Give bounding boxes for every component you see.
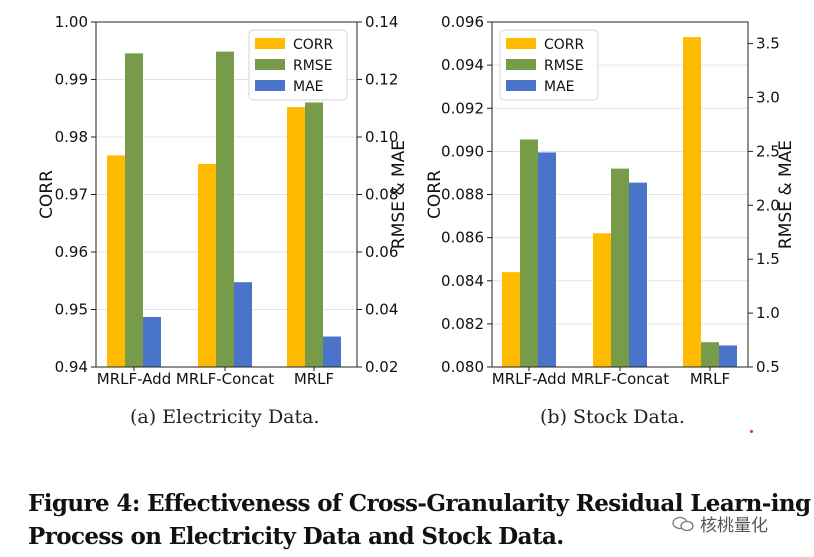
legend-label: CORR xyxy=(293,37,334,53)
y2-axis-label: RMSE & MAE xyxy=(389,140,409,249)
bar-mae xyxy=(234,282,252,367)
y2-tick-label: 0.02 xyxy=(365,358,398,376)
y2-tick-label: 0.06 xyxy=(365,243,398,261)
y-tick-label: 0.96 xyxy=(55,243,88,261)
y2-tick-label: 1.5 xyxy=(756,250,780,268)
y2-tick-label: 3.0 xyxy=(756,88,780,106)
y2-tick-label: 2.5 xyxy=(756,142,780,160)
plot-frame xyxy=(95,21,358,368)
bar-corr xyxy=(683,37,701,367)
y-tick-label: 0.080 xyxy=(441,358,484,376)
y2-tick-label: 0.14 xyxy=(365,13,398,31)
legend-swatch-rmse xyxy=(255,59,285,70)
bar-rmse xyxy=(520,139,538,367)
legend-swatch-corr xyxy=(255,38,285,49)
legend-swatch-corr xyxy=(506,38,536,49)
y-tick-label: 0.094 xyxy=(441,56,484,74)
legend-swatch-rmse xyxy=(506,59,536,70)
figure-caption: Figure 4: Effectiveness of Cross-Granula… xyxy=(28,490,811,550)
legend-swatch-mae xyxy=(506,80,536,91)
wechat-icon xyxy=(672,516,694,531)
bar-mae xyxy=(538,152,556,367)
y-tick-label: 0.092 xyxy=(441,99,484,117)
x-tick-label: MRLF-Concat xyxy=(176,370,274,388)
y-tick-label: 0.090 xyxy=(441,142,484,160)
y2-tick-label: 0.5 xyxy=(756,358,780,376)
y2-tick-label: 0.12 xyxy=(365,71,398,89)
bar-rmse xyxy=(701,342,719,367)
y-tick-label: 0.088 xyxy=(441,186,484,204)
legend-label: CORR xyxy=(544,37,585,53)
legend-swatch-mae xyxy=(255,80,285,91)
y-tick-label: 0.94 xyxy=(55,358,88,376)
legend-label: RMSE xyxy=(293,58,333,74)
x-tick-label: MRLF-Add xyxy=(492,370,566,388)
charts-canvas: 0.94 0.95 0.96 0.97 0.98 0.99 1.00 0.02 0.04 0.06… xyxy=(37,13,796,388)
bar-corr xyxy=(107,155,125,367)
y2-tick-label: 0.10 xyxy=(365,128,398,146)
y2-tick-label: 3.5 xyxy=(756,35,780,53)
bar-corr xyxy=(287,107,305,367)
y-tick-label: 0.99 xyxy=(55,71,88,89)
red-dot xyxy=(750,430,753,433)
x-tick-label: MRLF-Concat xyxy=(571,370,669,388)
bar-rmse xyxy=(216,51,234,368)
y-tick-label: 0.97 xyxy=(55,186,88,204)
bar-corr xyxy=(593,233,611,367)
bar-corr xyxy=(198,164,216,367)
y-tick-label: 0.95 xyxy=(55,301,88,319)
bar-mae xyxy=(629,182,647,367)
y-axis-label: CORR xyxy=(425,170,445,219)
y-axis-label: CORR xyxy=(37,170,57,219)
watermark-text: 核桃量化 xyxy=(700,516,768,536)
y-tick-label: 0.98 xyxy=(55,128,88,146)
y2-tick-label: 0.08 xyxy=(365,186,398,204)
bar-rmse xyxy=(305,102,323,367)
watermark: 核桃量化 xyxy=(672,511,768,536)
bar-rmse xyxy=(125,53,143,368)
y2-tick-label: 2.0 xyxy=(756,196,780,214)
bar-mae xyxy=(143,316,161,367)
x-tick-label: MRLF xyxy=(294,370,334,388)
bar-rmse xyxy=(611,168,629,367)
y2-tick-label: 0.04 xyxy=(365,301,398,319)
y2-tick-label: 1.0 xyxy=(756,304,780,322)
y-tick-label: 0.086 xyxy=(441,229,484,247)
legend-label: MAE xyxy=(544,79,575,95)
bar-mae xyxy=(719,345,737,367)
x-tick-label: MRLF-Add xyxy=(97,370,171,388)
y-tick-label: 0.082 xyxy=(441,315,484,333)
y-tick-label: 1.00 xyxy=(55,13,88,31)
y-tick-label: 0.096 xyxy=(441,13,484,31)
caption-electricity: (a) Electricity Data. xyxy=(130,406,320,428)
legend-label: RMSE xyxy=(544,58,584,74)
caption-stock: (b) Stock Data. xyxy=(540,406,685,428)
bar-corr xyxy=(502,272,520,367)
bar-mae xyxy=(323,336,341,367)
y-tick-label: 0.084 xyxy=(441,272,484,290)
x-tick-label: MRLF xyxy=(690,370,730,388)
legend-label: MAE xyxy=(293,79,324,95)
y2-axis-label: RMSE & MAE xyxy=(776,140,796,249)
